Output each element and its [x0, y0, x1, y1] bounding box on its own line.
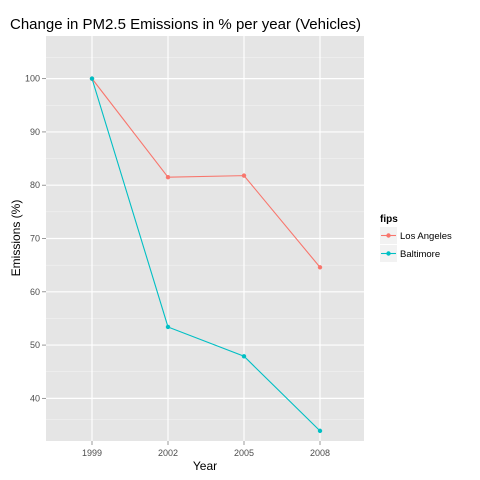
legend-point-los-angeles [386, 233, 391, 238]
data-point-los-angeles [165, 175, 171, 180]
legend-title: fips [380, 214, 398, 225]
x-tick-label: 2005 [234, 448, 254, 458]
legend-point-baltimore [386, 251, 391, 256]
x-tick-label: 2002 [158, 448, 178, 458]
y-axis-ticks: 40 50 60 70 80 90 100 [25, 74, 46, 403]
y-tick-label: 100 [25, 74, 40, 84]
y-tick-label: 70 [30, 234, 40, 244]
series-line-baltimore [91, 78, 321, 432]
y-tick-label: 50 [30, 340, 40, 350]
y-tick-label: 60 [30, 287, 40, 297]
major-gridlines [46, 36, 364, 441]
data-point-baltimore [317, 428, 323, 434]
y-tick-label: 80 [30, 180, 40, 190]
data-point-baltimore [241, 354, 247, 359]
y-tick-label: 90 [30, 127, 40, 137]
series-line-los-angeles [91, 78, 321, 268]
x-axis-label: Year [193, 459, 217, 473]
minor-gridlines [46, 57, 364, 420]
series-layer [89, 76, 323, 434]
x-axis-ticks: 1999 2002 2005 2008 [82, 441, 330, 458]
legend: fips Los Angeles Baltimore [380, 214, 452, 262]
x-tick-label: 1999 [82, 448, 102, 458]
data-point-baltimore [89, 76, 95, 81]
data-point-baltimore [165, 324, 171, 330]
data-point-los-angeles [241, 173, 247, 178]
data-point-los-angeles [317, 265, 323, 270]
y-tick-label: 40 [30, 393, 40, 403]
chart-title: Change in PM2.5 Emissions in % per year … [10, 16, 361, 33]
x-tick-label: 2008 [310, 448, 330, 458]
legend-label-baltimore: Baltimore [400, 249, 440, 260]
y-axis-label: Emissions (%) [9, 200, 23, 277]
legend-items: Los Angeles Baltimore [380, 227, 452, 262]
legend-label-los-angeles: Los Angeles [400, 231, 452, 242]
